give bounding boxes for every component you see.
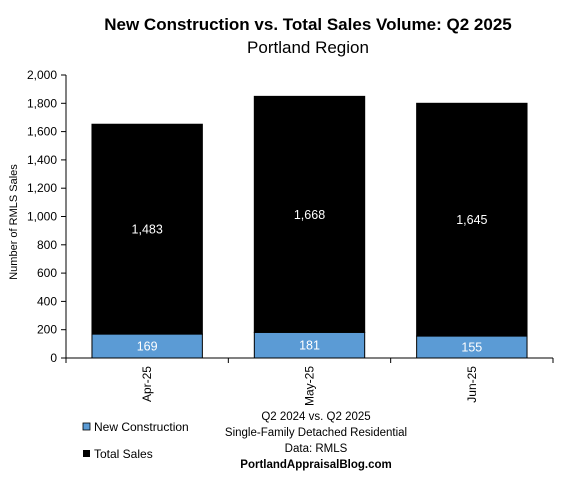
x-tick-label: May-25: [303, 366, 317, 406]
data-label: 181: [299, 339, 320, 353]
y-tick-label: 1,000: [27, 210, 57, 224]
footnote: Q2 2024 vs. Q2 2025 Single-Family Detach…: [225, 411, 407, 471]
footnote-line-3: Data: RMLS: [285, 443, 348, 455]
y-tick-label: 600: [37, 266, 57, 280]
x-ticks-group: Apr-25 May-25 Jun-25: [65, 358, 554, 406]
y-tick-label: 1,800: [27, 96, 57, 110]
chart-subtitle: Portland Region: [247, 38, 369, 57]
chart-title: New Construction vs. Total Sales Volume:…: [104, 15, 512, 34]
data-label: 1,668: [294, 208, 325, 222]
y-tick-label: 800: [37, 238, 57, 252]
y-tick-label: 1,200: [27, 181, 57, 195]
legend-swatch-total-sales: [83, 450, 90, 457]
bar-segment-total-sales: [416, 102, 528, 337]
y-tick-label: 0: [50, 351, 57, 365]
x-tick-label: Jun-25: [465, 366, 479, 403]
bars-group: 169 1,483 181 1,668 155 1,645: [91, 95, 528, 359]
data-label: 155: [461, 341, 482, 355]
bar-segment-total-sales: [91, 123, 203, 335]
legend-label-new-construction: New Construction: [94, 420, 189, 434]
y-tick-label: 1,400: [27, 153, 57, 167]
data-label: 1,645: [456, 213, 487, 227]
data-label: 169: [137, 340, 158, 354]
footnote-line-2: Single-Family Detached Residential: [225, 427, 407, 439]
legend-label-total-sales: Total Sales: [94, 447, 153, 461]
y-axis-label: Number of RMLS Sales: [8, 164, 20, 280]
footnote-source: PortlandAppraisalBlog.com: [240, 459, 391, 471]
y-tick-label: 2,000: [27, 68, 57, 82]
y-ticks-group: 0 200 400 600 800 1,000 1,200 1,400 1,600 1,800 2,…: [27, 68, 66, 365]
y-tick-label: 400: [37, 294, 57, 308]
legend-swatch-new-construction: [82, 422, 91, 431]
y-tick-label: 200: [37, 323, 57, 337]
data-label: 1,483: [132, 223, 163, 237]
bar-segment-total-sales: [253, 95, 366, 333]
y-tick-label: 1,600: [27, 125, 57, 139]
x-tick-label: Apr-25: [140, 366, 154, 402]
footnote-line-1: Q2 2024 vs. Q2 2025: [261, 411, 370, 423]
legend: New Construction Total Sales: [82, 420, 189, 461]
